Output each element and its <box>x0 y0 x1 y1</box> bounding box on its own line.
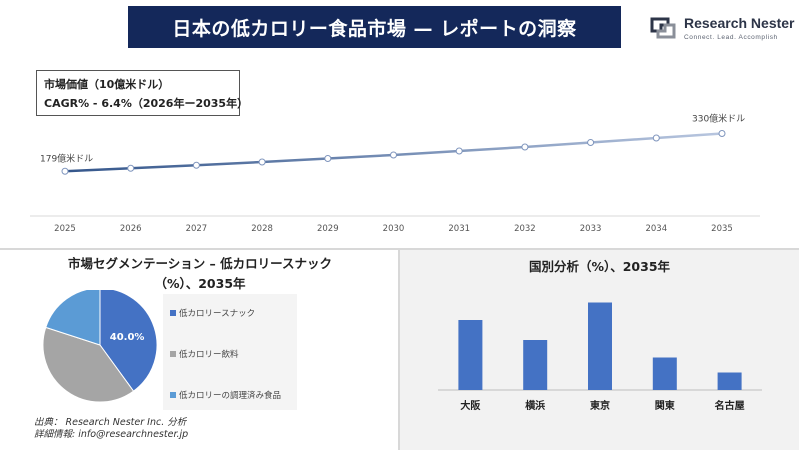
data-point <box>587 139 595 146</box>
data-point <box>521 143 529 151</box>
bar <box>588 302 612 390</box>
x-tick-label: 2033 <box>580 224 602 234</box>
region-bar-chart: 大阪 横浜 東京 関東 名古屋 <box>438 302 762 412</box>
data-point <box>652 134 660 142</box>
legend-swatch <box>170 392 176 398</box>
market-value-label: 市場価値（10億米ドル） <box>44 78 170 91</box>
x-tick-label: 2035 <box>711 224 733 234</box>
data-point <box>324 155 332 162</box>
category-label: 大阪 <box>460 399 481 412</box>
end-value-label: 330億米ドル <box>692 113 745 125</box>
x-tick-label: 2029 <box>317 224 339 234</box>
x-tick-label: 2032 <box>514 224 536 234</box>
contact-line: 詳細情報: info@researchnester.jp <box>34 429 189 440</box>
data-point <box>390 151 397 159</box>
horizontal-divider <box>0 248 799 250</box>
vertical-divider <box>398 250 400 450</box>
logo-tagline: Connect. Lead. Accomplish <box>684 34 778 41</box>
pie-slice <box>42 326 135 403</box>
pie-slice <box>45 290 101 346</box>
legend-label: 低カロリーの調理済み食品 <box>179 391 282 401</box>
source-note: 出典： Research Nester Inc. 分析 詳細情報: info@r… <box>34 417 188 441</box>
bar <box>458 320 483 390</box>
legend-label: 低カロリー飲料 <box>179 350 239 360</box>
segment-title: 市場セグメンテーション – 低カロリースナック （%）、2035年 <box>30 254 370 294</box>
legend-label: 低カロリースナック <box>179 309 256 319</box>
logo-name: Research Nester <box>684 15 795 31</box>
bar <box>652 357 677 390</box>
legend-item: 低カロリーの調理済み食品 <box>170 389 281 401</box>
segment-title-line2: （%）、2035年 <box>154 276 246 291</box>
report-title: 日本の低カロリー食品市場 — レポートの洞察 <box>128 6 621 48</box>
category-label: 名古屋 <box>715 399 745 412</box>
data-point <box>61 167 69 175</box>
market-info-box: 市場価値（10億米ドル） CAGR% - 6.4%（2026年ー2035年） <box>36 70 249 116</box>
legend-item: 低カロリースナック <box>170 307 255 319</box>
start-value-label: 179億米ドル <box>40 152 93 164</box>
data-point <box>718 130 726 137</box>
logo-mark-icon <box>650 17 676 39</box>
bar <box>523 340 548 390</box>
data-point <box>127 164 135 172</box>
category-label: 横浜 <box>525 399 545 412</box>
segment-title-line1: 市場セグメンテーション – 低カロリースナック <box>67 256 333 271</box>
x-tick-label: 2027 <box>186 224 208 234</box>
category-label: 東京 <box>590 399 610 412</box>
market-value-line-chart: 2025 2026 2027 2028 2029 2030 2031 2032 2033 2034… <box>30 113 760 234</box>
bar <box>717 372 742 390</box>
legend-swatch <box>170 351 176 357</box>
x-tick-label: 2026 <box>120 224 142 234</box>
data-point <box>455 147 463 155</box>
pie-slice <box>99 290 158 392</box>
legend-swatch <box>170 310 176 316</box>
source-line: 出典： Research Nester Inc. 分析 <box>34 417 187 428</box>
cagr-label: CAGR% - 6.4%（2026年ー2035年） <box>44 97 249 110</box>
x-tick-label: 2028 <box>251 224 273 234</box>
pie-data-label: 40.0% <box>110 332 145 343</box>
x-tick-label: 2034 <box>645 224 667 234</box>
segment-pie-chart: 40.0% <box>42 290 158 403</box>
x-tick-label: 2025 <box>54 224 76 234</box>
x-tick-label: 2030 <box>383 224 405 234</box>
legend-item: 低カロリー飲料 <box>170 348 239 360</box>
data-point <box>192 161 200 169</box>
region-title: 国別分析（%）、2035年 <box>528 259 671 274</box>
x-tick-label: 2031 <box>448 224 470 234</box>
pie-legend-panel <box>163 294 297 410</box>
category-label: 関東 <box>655 399 675 412</box>
data-point <box>258 158 266 166</box>
research-nester-logo: Research Nester Connect. Lead. Accomplis… <box>648 14 795 44</box>
